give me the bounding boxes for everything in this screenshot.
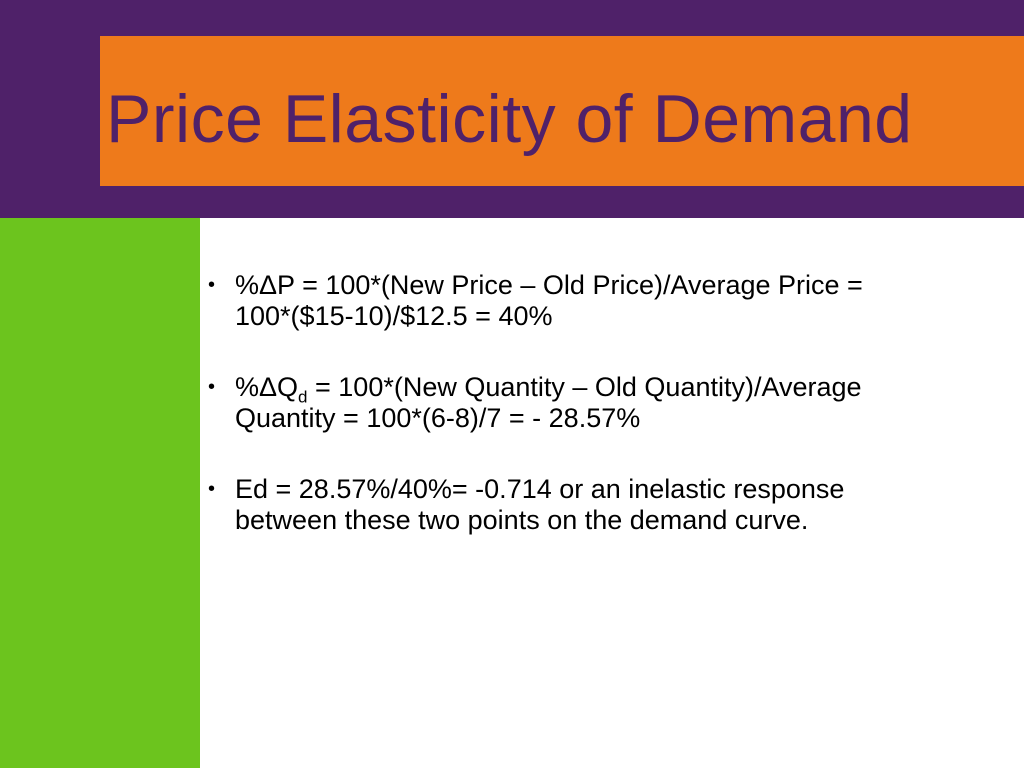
bullet-line: %ΔQd = 100*(New Quantity – Old Quantity)…: [235, 372, 998, 407]
slide-title: Price Elasticity of Demand: [106, 81, 913, 157]
bullet-dot: •: [208, 274, 216, 296]
bullet-line: between these two points on the demand c…: [235, 505, 809, 535]
bullet-list: • %ΔP = 100*(New Price – Old Price)/Aver…: [208, 270, 998, 576]
formula-rest: = 100*(New Quantity – Old Quantity)/Aver…: [307, 372, 862, 402]
bullet-dot: •: [208, 478, 216, 500]
bullet-line: Quantity = 100*(6-8)/7 = - 28.57%: [235, 403, 641, 433]
title-box: Price Elasticity of Demand: [100, 36, 1024, 186]
formula-prefix: %ΔQ: [235, 372, 299, 402]
bullet-elasticity-result: • Ed = 28.57%/40%= -0.714 or an inelasti…: [208, 474, 998, 536]
bullet-price-change: • %ΔP = 100*(New Price – Old Price)/Aver…: [208, 270, 998, 332]
bullet-dot: •: [208, 376, 216, 398]
bullet-line: Ed = 28.57%/40%= -0.714 or an inelastic …: [235, 474, 845, 504]
side-accent-bar: [0, 218, 200, 768]
bullet-line: %ΔP = 100*(New Price – Old Price)/Averag…: [235, 270, 863, 300]
bullet-line: 100*($15-10)/$12.5 = 40%: [235, 301, 553, 331]
formula-subscript: d: [298, 387, 308, 407]
bullet-quantity-change: • %ΔQd = 100*(New Quantity – Old Quantit…: [208, 372, 998, 434]
